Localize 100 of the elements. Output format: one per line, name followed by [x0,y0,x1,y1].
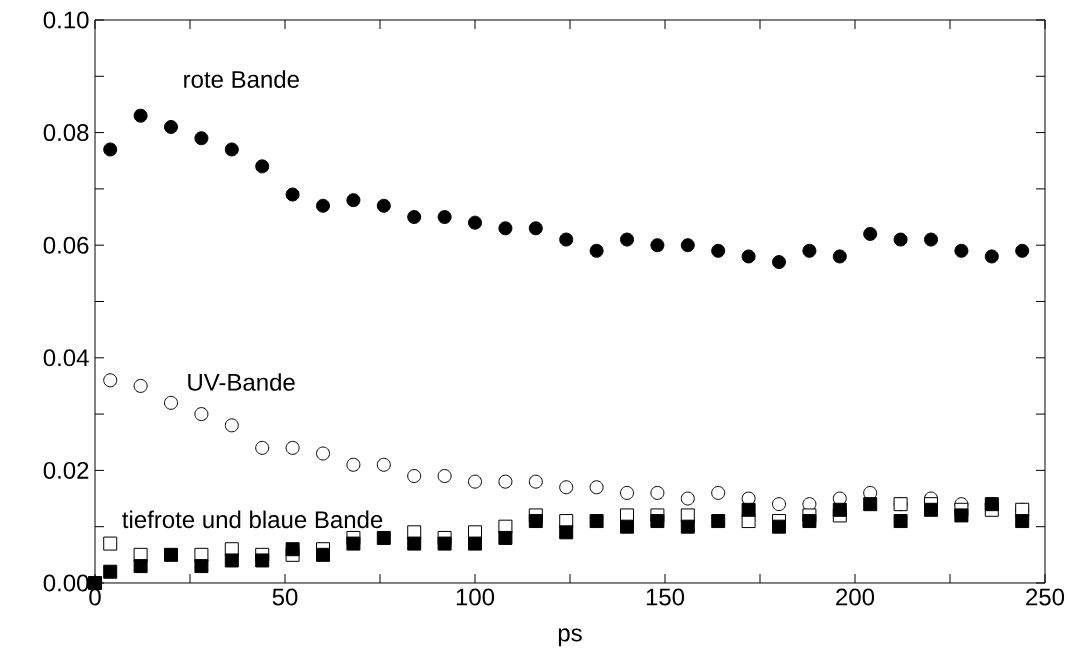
point [407,469,422,484]
point [498,221,513,236]
point [893,232,908,247]
point [741,249,756,264]
point [255,440,270,455]
y-tick-label: 0.06 [43,236,89,254]
point [863,226,878,241]
point [984,249,999,264]
point [772,497,786,512]
point [103,536,118,551]
point [802,243,817,258]
point [711,485,726,500]
point [772,519,786,534]
y-tick-label: 0.02 [43,461,89,479]
point [285,542,300,557]
point [164,395,179,410]
point [376,530,391,545]
y-tick-label: 0.08 [43,124,89,142]
point [88,575,103,590]
point [407,210,422,225]
point [468,536,482,551]
point [1015,514,1030,529]
point [680,238,695,253]
point [711,514,726,529]
point [589,514,604,529]
point [285,440,300,455]
point [376,198,391,213]
point [255,553,270,568]
point [346,193,361,208]
y-tick-label: 0.04 [43,349,89,367]
point [528,514,543,529]
point [164,119,179,134]
point [346,536,361,551]
point [924,502,938,517]
point [711,243,726,258]
point [285,187,300,202]
x-tick-label: 250 [1026,588,1065,606]
point [103,564,118,579]
point [103,142,118,157]
point [1015,243,1030,258]
point [498,530,513,545]
point [954,508,969,523]
point [680,491,695,506]
annotation: rote Bande [184,70,299,88]
point [863,497,878,512]
point [133,108,148,123]
x-tick-label: 100 [456,588,495,606]
point [650,485,665,500]
point [893,514,908,529]
y-tick-label: 0.10 [43,11,89,29]
point [437,469,452,484]
point [346,457,361,472]
point [680,519,695,534]
x-tick-label: 200 [836,588,875,606]
y-tick-label: 0.00 [43,574,89,592]
point [376,457,391,472]
point [650,514,665,529]
point [407,536,422,551]
point [255,159,270,174]
point [468,215,482,230]
point [559,232,574,247]
point [103,373,118,388]
point [316,446,331,461]
point [620,519,634,534]
point [224,418,239,433]
point [741,502,756,517]
point [832,502,847,517]
point [437,210,452,225]
point [133,378,148,393]
point [224,553,239,568]
point [437,536,452,551]
point [164,547,179,562]
point [772,255,786,270]
x-tick-label: 150 [646,588,685,606]
point [924,232,938,247]
point [528,221,543,236]
point [832,249,847,264]
point [224,142,239,157]
x-tick-label: 50 [272,588,298,606]
annotation: UV-Bande [188,373,295,391]
point [650,238,665,253]
point [316,547,331,562]
point [954,243,969,258]
point [620,232,634,247]
point [528,474,543,489]
annotation: tiefrote und blaue Bande [122,510,383,529]
point [468,474,482,489]
point [559,525,574,540]
point [194,407,209,422]
point [133,559,148,574]
point [498,474,513,489]
point [194,131,209,146]
point [620,485,634,500]
point [194,559,209,574]
point [316,198,331,213]
point [559,480,574,495]
point [802,514,817,529]
x-axis-title: ps [558,628,582,647]
point [589,243,604,258]
point [589,480,604,495]
